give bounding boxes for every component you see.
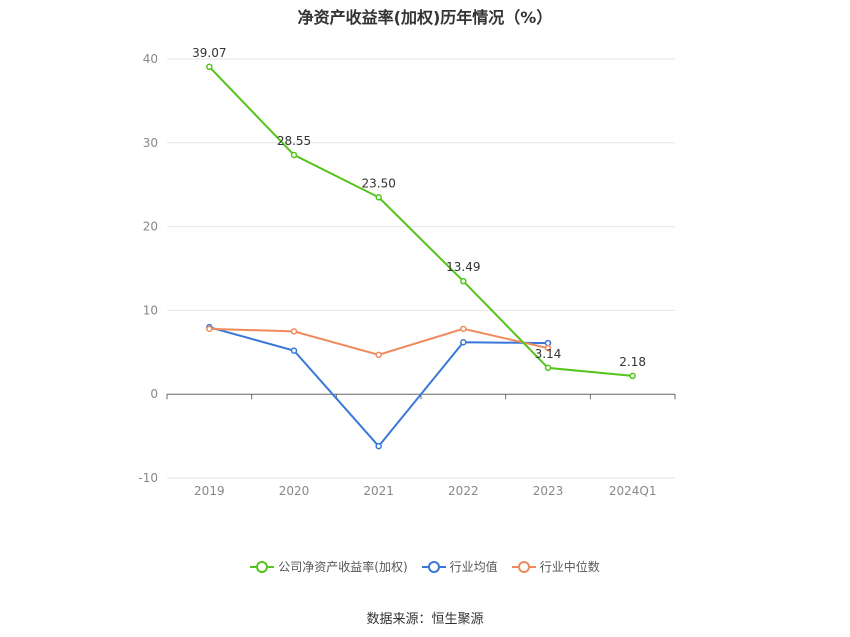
- data-label: 2.18: [619, 355, 646, 369]
- y-tick-label: 40: [143, 52, 158, 66]
- data-label: 39.07: [192, 46, 226, 60]
- y-tick-label: -10: [138, 471, 158, 485]
- data-label: 3.14: [535, 347, 562, 361]
- legend-item[interactable]: 公司净资产收益率(加权): [250, 558, 408, 575]
- legend-label: 公司净资产收益率(加权): [278, 560, 408, 574]
- y-tick-label: 10: [143, 303, 158, 317]
- y-tick-label: 30: [143, 136, 158, 150]
- x-tick-label: 2024Q1: [609, 484, 657, 498]
- legend-item[interactable]: 行业中位数: [511, 558, 600, 575]
- data-point: [375, 194, 382, 201]
- data-point: [460, 338, 467, 346]
- x-tick-label: 2021: [363, 484, 394, 498]
- legend-item[interactable]: 行业均值: [421, 558, 498, 575]
- grid-layer: [167, 58, 675, 479]
- legend-swatch-icon: [511, 560, 536, 573]
- data-point: [375, 442, 382, 450]
- data-point: [544, 364, 552, 372]
- data-point: [544, 339, 552, 347]
- x-tick-label: 2022: [448, 484, 479, 498]
- series-layer: [206, 63, 636, 450]
- label-layer: 39.07 28.55 23.50 13.49 3.14 2.18: [192, 46, 646, 369]
- legend: 公司净资产收益率(加权) 行业均值 行业中位数: [0, 558, 850, 575]
- x-tick-label: 2023: [533, 484, 564, 498]
- legend-label: 行业中位数: [539, 560, 600, 574]
- data-point: [629, 372, 636, 380]
- data-point: [375, 351, 382, 359]
- data-point: [290, 328, 298, 335]
- data-point: [206, 325, 213, 333]
- y-tick-label: 20: [143, 220, 158, 234]
- data-label: 13.49: [446, 260, 480, 274]
- legend-swatch-icon: [250, 560, 275, 573]
- series-line: [208, 66, 633, 377]
- axis-layer: -10 0 10 20 30 40 2019 2020 2021 2022 2023 2024Q1: [138, 52, 676, 498]
- x-tick-label: 2020: [279, 484, 310, 498]
- y-tick-label: 0: [150, 387, 158, 401]
- chart-title: 净资产收益率(加权)历年情况（%）: [297, 8, 553, 27]
- data-point: [290, 151, 298, 159]
- source-note: 数据来源：恒生聚源: [366, 612, 484, 627]
- data-label: 23.50: [361, 176, 395, 190]
- legend-label: 行业均值: [449, 560, 498, 574]
- data-point: [544, 344, 552, 352]
- data-point: [460, 325, 467, 333]
- legend-swatch-icon: [421, 560, 446, 573]
- data-point: [290, 347, 298, 354]
- series-line: [209, 326, 549, 448]
- data-label: 28.55: [277, 134, 311, 148]
- data-point: [460, 277, 467, 285]
- x-tick-label: 2019: [194, 484, 225, 498]
- data-point: [206, 63, 213, 71]
